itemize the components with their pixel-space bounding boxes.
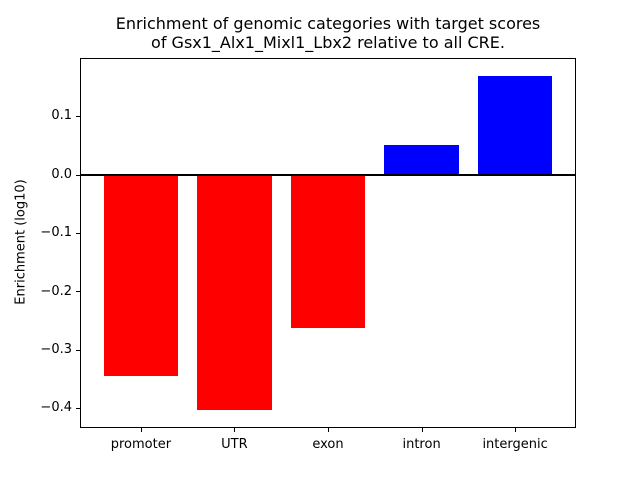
x-tick-label-promoter: promoter (110, 437, 172, 452)
y-tick-mark (76, 350, 80, 351)
x-tick-mark-intron (421, 428, 423, 432)
bar-UTR (197, 174, 272, 411)
y-tick-mark (76, 233, 80, 234)
zero-line (81, 173, 575, 176)
y-tick-label: 0.1 (51, 108, 72, 124)
bar-intron (384, 144, 459, 175)
chart-title: Enrichment of genomic categories with ta… (115, 14, 541, 52)
y-tick-mark (76, 291, 80, 292)
y-tick-label: 0.0 (51, 166, 72, 182)
x-tick-label-intron: intron (402, 437, 441, 452)
y-tick-mark (76, 116, 80, 117)
y-tick-label: −0.1 (40, 225, 72, 241)
bar-intergenic (477, 75, 553, 175)
plot-area (80, 58, 576, 428)
bar-promoter (103, 174, 179, 377)
y-tick-label: −0.4 (40, 400, 72, 416)
x-tick-label-UTR: UTR (221, 437, 248, 452)
bar-exon (290, 174, 366, 329)
x-tick-label-exon: exon (312, 437, 344, 452)
y-tick-label: −0.2 (40, 283, 72, 299)
y-tick-mark (76, 175, 80, 176)
x-tick-mark-intergenic (515, 428, 517, 432)
x-tick-mark-promoter (140, 428, 142, 432)
x-tick-mark-UTR (234, 428, 236, 432)
y-tick-mark (76, 408, 80, 409)
x-tick-mark-exon (328, 428, 329, 432)
y-tick-label: −0.3 (40, 341, 72, 357)
x-tick-label-intergenic: intergenic (482, 437, 548, 452)
